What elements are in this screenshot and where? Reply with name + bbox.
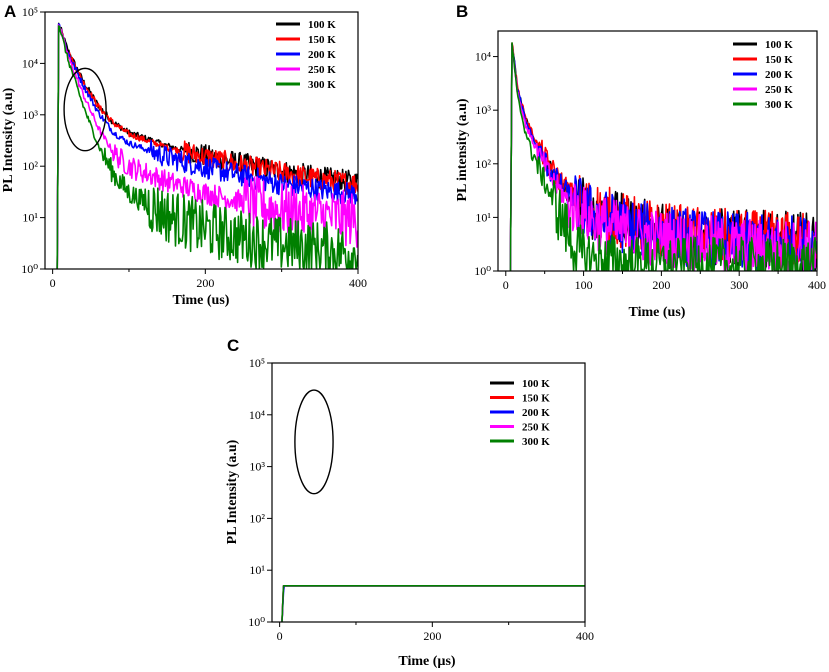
y-tick-label: 10⁵ [22,5,38,19]
y-tick-label: 10³ [249,460,265,474]
series-group [56,22,358,269]
plot-frame [271,362,586,623]
y-tick-label: 10² [475,157,491,171]
series-line-150k [56,24,358,269]
legend-label: 150 K [308,34,336,46]
x-tick-label: 400 [349,276,367,290]
legend-label: 200 K [522,407,550,419]
series-group [509,42,817,271]
legend: 100 K 150 K 200 K 250 K 300 K [733,39,793,111]
x-tick-label: 200 [423,629,441,643]
legend-label: 250 K [308,64,336,76]
legend-label: 150 K [765,54,793,66]
y-tick-label: 10⁵ [249,356,265,370]
x-tick-label: 0 [503,278,509,292]
y-tick-label: 10¹ [22,211,38,225]
y-axis-label: PL Intensity (a.u) [1,87,16,192]
legend-label: 200 K [308,49,336,61]
y-axis-label: PL intensity (a.u) [455,98,470,201]
x-tick-label: 200 [196,276,214,290]
series-line-250k [56,24,358,269]
legend-label: 250 K [765,84,793,96]
legend-label: 300 K [765,99,793,111]
y-tick-label: 10¹ [249,563,265,577]
panel-label: A [4,2,16,21]
panel-a: A 0 200 400 10⁰ 10¹ 10² 10³ 10⁴ 10⁵ Time (us) PL In… [1,2,367,308]
x-tick-label: 0 [50,276,56,290]
y-tick-label: 10² [249,511,265,525]
series-line-300k [281,585,585,622]
plot-frame [497,30,818,272]
panel-label: C [227,336,239,355]
legend-label: 150 K [522,393,550,405]
series-line-200k [56,23,358,269]
x-tick-label: 400 [576,629,594,643]
legend-label: 250 K [522,422,550,434]
legend: 100 K 150 K 200 K 250 K 300 K [490,378,550,448]
x-tick-label: 200 [652,278,670,292]
x-tick-label: 100 [575,278,593,292]
y-axis-label: PL Intensity (a.u) [225,439,240,544]
panel-c: C 0 200 400 10⁰ 10¹ 10² 10³ 10⁴ 10⁵ Time (µs) PL In… [225,336,594,669]
x-axis-label: Time (us) [173,293,230,308]
series-line-300k [509,42,817,271]
series-line-300k [56,25,358,269]
y-tick-label: 10⁴ [249,408,265,422]
x-tick-label: 300 [730,278,748,292]
annotation-ellipse [294,389,334,495]
series-line-150k [281,585,585,622]
y-tick-label: 10⁰ [248,615,265,629]
panel-b: B 0 100 200 300 400 10⁰ 10¹ 10² 10³ 10⁴ Time (us) PL… [455,2,826,320]
y-tick-label: 10³ [22,108,38,122]
legend-label: 200 K [765,69,793,81]
legend-label: 100 K [522,378,550,390]
series-line-250k [281,585,585,622]
x-tick-label: 0 [277,629,283,643]
plot-frame [44,11,359,270]
series-line-100k [281,585,585,622]
y-tick-label: 10⁴ [22,56,38,70]
legend-label: 100 K [308,19,336,31]
y-tick-label: 10⁰ [474,264,491,278]
y-tick-label: 10¹ [475,210,491,224]
annotation-ellipse [63,67,107,152]
x-axis-label: Time (us) [629,305,686,320]
series-line-200k [281,585,585,622]
legend: 100 K 150 K 200 K 250 K 300 K [276,19,336,91]
legend-label: 300 K [308,79,336,91]
y-tick-label: 10⁴ [475,50,491,64]
x-axis-label: Time (µs) [398,654,456,669]
y-tick-label: 10² [22,159,38,173]
y-tick-label: 10³ [475,103,491,117]
legend-label: 100 K [765,39,793,51]
series-group [281,585,585,622]
x-tick-label: 400 [808,278,826,292]
y-tick-label: 10⁰ [21,262,38,276]
panel-label: B [456,2,468,21]
legend-label: 300 K [522,436,550,448]
